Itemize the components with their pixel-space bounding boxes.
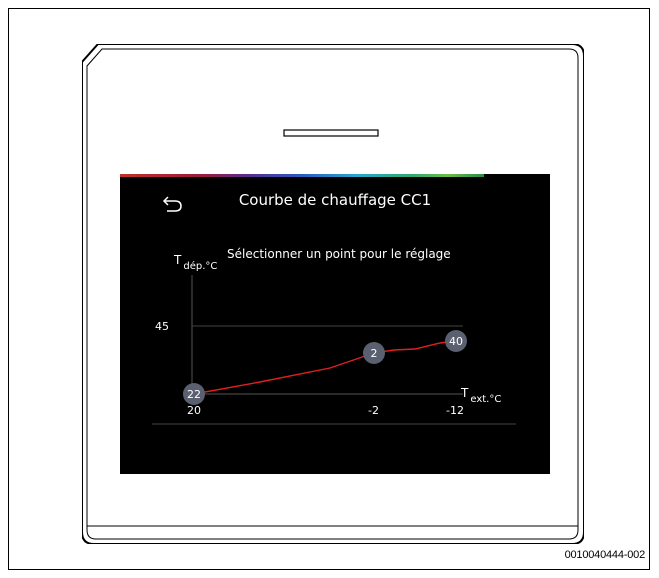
device-outline	[82, 44, 584, 544]
control-unit-device: Courbe de chauffage CC1 Sélectionner un …	[82, 44, 584, 544]
instruction-text: Sélectionner un point pour le réglage	[227, 247, 451, 261]
status-led-slot	[283, 129, 379, 137]
x-tick-minus-12: -12	[446, 404, 464, 417]
back-arrow-icon[interactable]	[162, 192, 184, 214]
screen-title: Courbe de chauffage CC1	[238, 191, 432, 209]
curve-point-minus-2[interactable]: 2	[363, 342, 385, 364]
figure-id: 0010040444-002	[564, 549, 646, 561]
page-frame	[8, 8, 650, 570]
y-tick-45: 45	[155, 320, 169, 333]
color-bar	[120, 174, 484, 177]
curve-point-20[interactable]: 22	[183, 383, 205, 405]
x-tick-20: 20	[187, 404, 201, 417]
heating-curve-line	[193, 340, 457, 395]
heating-curve-chart	[152, 275, 516, 425]
curve-point-minus-12[interactable]: 40	[445, 330, 467, 352]
x-tick-minus-2: -2	[368, 404, 379, 417]
display-screen: Courbe de chauffage CC1 Sélectionner un …	[120, 174, 550, 474]
